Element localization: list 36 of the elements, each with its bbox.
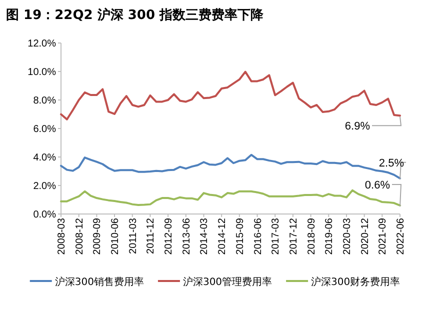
x-tick-label: 2016-06 bbox=[252, 218, 264, 255]
x-tick-label: 2019-06 bbox=[324, 218, 336, 255]
x-tick-label: 2010-06 bbox=[110, 218, 122, 255]
x-tick-label: 2017-03 bbox=[270, 218, 282, 255]
legend-label: 沪深300管理费用率 bbox=[182, 276, 272, 288]
y-tick-label: 0.0% bbox=[33, 210, 56, 220]
x-tick-label: 2014-03 bbox=[199, 218, 210, 255]
legend-label: 沪深300销售费用率 bbox=[54, 276, 144, 288]
x-tick-label: 2022-06 bbox=[396, 218, 406, 255]
chart-title: 图 19：22Q2 沪深 300 指数三费费率下降 bbox=[6, 7, 265, 23]
x-tick-label: 2011-12 bbox=[146, 218, 157, 254]
annotation: 6.9% bbox=[344, 120, 370, 133]
y-tick-label: 4.0% bbox=[33, 152, 56, 164]
annotation: 2.5% bbox=[378, 157, 404, 170]
y-tick-label: 8.0% bbox=[33, 96, 56, 106]
x-tick-label: 2011-03 bbox=[128, 218, 139, 254]
y-tick-label: 6.0% bbox=[33, 124, 56, 135]
x-tick-label: 2014-12 bbox=[217, 218, 228, 255]
line-series bbox=[60, 189, 401, 206]
x-tick-label: 2015-09 bbox=[234, 218, 246, 255]
x-tick-label: 2017-12 bbox=[288, 218, 300, 255]
x-tick-label: 2021-09 bbox=[378, 218, 389, 255]
x-tick-label: 2013-06 bbox=[181, 218, 192, 255]
x-tick-label: 2008-03 bbox=[56, 218, 68, 255]
x-tick-label: 2020-12 bbox=[360, 218, 371, 255]
y-tick-label: 2.0% bbox=[33, 181, 56, 192]
legend-label: 沪深300财务费用率 bbox=[311, 276, 400, 288]
x-tick-label: 2018-09 bbox=[306, 218, 318, 255]
x-tick-label: 2020-03 bbox=[342, 218, 353, 255]
annotation: 0.6% bbox=[364, 179, 390, 192]
x-tick-label: 2012-09 bbox=[164, 218, 175, 255]
x-tick-label: 2008-12 bbox=[74, 218, 86, 255]
y-tick-label: 10.0% bbox=[28, 67, 56, 78]
line-series bbox=[60, 70, 401, 120]
y-tick-label: 12.0% bbox=[28, 38, 56, 50]
x-tick-label: 2009-09 bbox=[92, 218, 104, 255]
